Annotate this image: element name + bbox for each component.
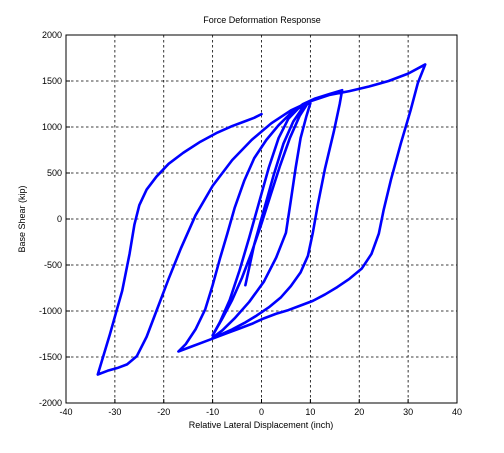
x-tick-label: -20 [157,407,170,417]
chart-title: Force Deformation Response [203,15,321,25]
y-tick-label: -2000 [39,398,62,408]
y-tick-label: 0 [57,214,62,224]
y-tick-label: 500 [47,168,62,178]
y-tick-label: -500 [44,260,62,270]
x-tick-label: 40 [452,407,462,417]
x-tick-label: -30 [108,407,121,417]
y-axis-ticks: 2000 1500 1000 500 0 -500 -1000 -1500 -2000 [39,30,70,408]
hysteresis-curve [96,63,427,376]
y-tick-label: -1500 [39,352,62,362]
x-tick-label: 30 [403,407,413,417]
y-tick-label: 1000 [42,122,62,132]
x-tick-label: -10 [206,407,219,417]
x-tick-label: 20 [354,407,364,417]
x-axis-ticks: -40 -30 -20 -10 0 10 20 30 40 [59,399,462,417]
y-tick-label: 2000 [42,30,62,40]
y-axis-label: Base Shear (kip) [17,185,27,252]
y-tick-label: -1000 [39,306,62,316]
x-tick-label: 10 [305,407,315,417]
x-tick-label: 0 [259,407,264,417]
x-tick-label: -40 [59,407,72,417]
x-axis-label: Relative Lateral Displacement (inch) [189,420,334,430]
y-tick-label: 1500 [42,76,62,86]
